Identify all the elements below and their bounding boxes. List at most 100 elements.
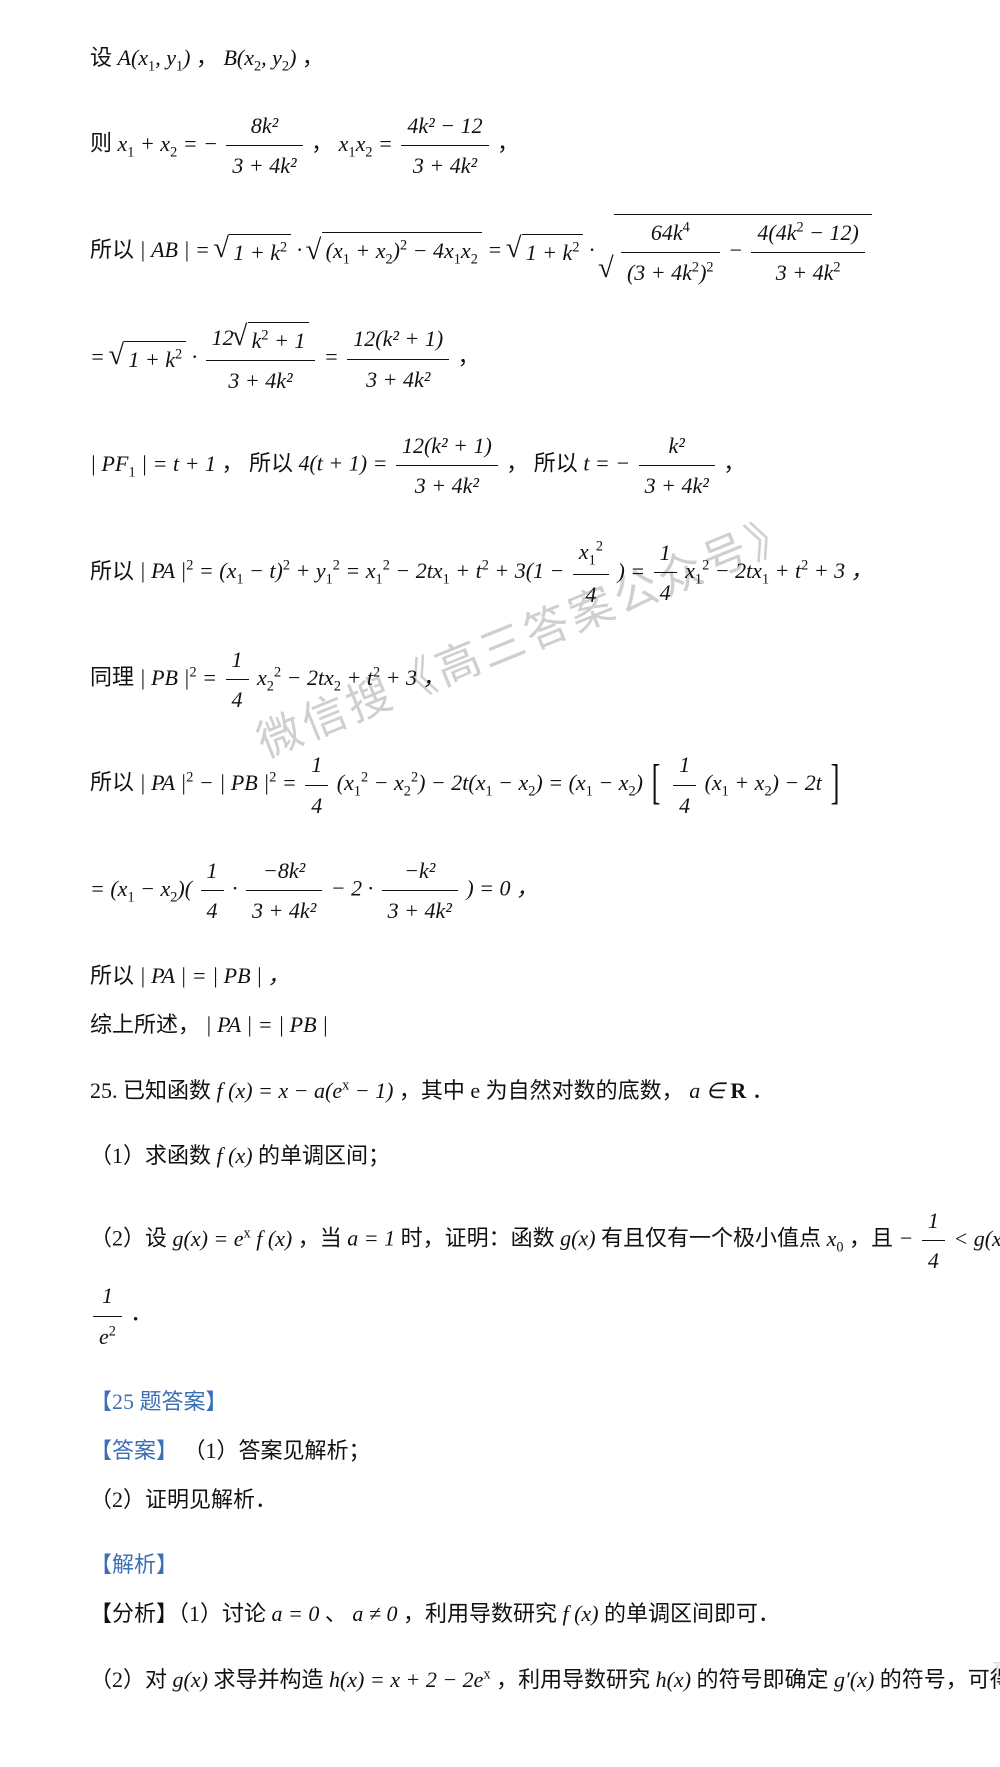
denominator: 4 (660, 580, 671, 605)
fraction: 4k² − 12 3 + 4k² (401, 108, 488, 183)
text: 的单调区间； (258, 1143, 390, 1168)
text: 综上所述， (90, 1012, 200, 1037)
text: ， 所以 (506, 451, 583, 476)
expr: | PA |2 − | PB |2 = (140, 770, 303, 795)
text: ， (458, 344, 480, 369)
text: ， (311, 131, 339, 156)
expr: A(x1, y1) (118, 45, 191, 70)
numerator: 1 (311, 752, 322, 777)
math-line: 所以 | AB | = 1 + k2 · (x1 + x2)2 − 4x1x2 … (90, 214, 1000, 290)
denominator: 3 + 4k² (366, 367, 430, 392)
expr: h(x) = x + 2 − 2ex (329, 1667, 491, 1692)
math-line: 综上所述， | PA | = | PB | (90, 1007, 1000, 1042)
dot: · (232, 876, 243, 901)
fraction: 1 4 (673, 747, 696, 822)
text: （2）对 (90, 1667, 173, 1692)
text: 时，证明：函数 (401, 1226, 561, 1251)
expr: | PA | = | PB | (206, 1012, 329, 1037)
numerator: 64k4 (651, 220, 690, 245)
denominator: 3 + 4k² (228, 368, 292, 393)
text: 求导并构造 (213, 1667, 329, 1692)
sqrt: 64k4 (3 + 4k2)2 − 4(4k2 − 12) 3 + 4k2 (600, 214, 872, 290)
text: 所以 (90, 770, 140, 795)
fraction: 12(k² + 1) 3 + 4k² (396, 428, 498, 503)
expr: g(x) (560, 1226, 595, 1251)
numerator: 8k² (251, 113, 278, 138)
dot: · (192, 344, 203, 369)
denominator: 4 (679, 793, 690, 818)
text: 已知函数 (123, 1078, 217, 1103)
denominator: 4 (232, 687, 243, 712)
expr: f (x) (217, 1143, 253, 1168)
answer-line: 【答案】 （1）答案见解析； (90, 1433, 1000, 1468)
numerator: 1 (232, 647, 243, 672)
expr: ) = 0 ， (466, 876, 538, 901)
expr: | PF1 | = t + 1 (90, 451, 216, 476)
text: ． (752, 1078, 774, 1103)
fraction: −k² 3 + 4k² (382, 853, 458, 928)
text: 所以 (90, 237, 140, 262)
fraction: 1 4 (654, 535, 677, 610)
explain-line: 【分析】（1）讨论 a = 0 、 a ≠ 0 ，利用导数研究 f (x) 的单… (90, 1596, 1000, 1631)
text: ， (723, 451, 745, 476)
eq: = (324, 344, 344, 369)
text: ， (302, 45, 324, 70)
math-line: 设 A(x1, y1) ， B(x2, y2) ， (90, 40, 1000, 78)
text: ，当 (298, 1226, 348, 1251)
text: ． (130, 1301, 152, 1326)
denominator: 4 (585, 582, 596, 607)
math-line: = (x1 − x2)( 1 4 · −8k² 3 + 4k² − 2 · −k… (90, 853, 1000, 928)
expr: − (899, 1226, 914, 1251)
numerator: 4k² − 12 (407, 113, 482, 138)
numerator: 1 (679, 752, 690, 777)
expr: < g(x0) < − (953, 1226, 1000, 1251)
expr: a ≠ 0 (352, 1601, 397, 1626)
text: ， (497, 131, 519, 156)
denominator: 4 (928, 1248, 939, 1273)
label: 【答案】 (90, 1438, 178, 1463)
text: 有且仅有一个极小值点 (601, 1226, 827, 1251)
denominator: 3 + 4k² (388, 898, 452, 923)
question-25-part1: （1）求函数 f (x) 的单调区间； (90, 1138, 1000, 1173)
question-25: 25. 已知函数 f (x) = x − a(ex − 1) ，其中 e 为自然… (90, 1073, 1000, 1108)
numerator: 1 (660, 540, 671, 565)
denominator: 4 (207, 898, 218, 923)
math-line: 同理 | PB |2 = 1 4 x22 − 2tx2 + t2 + 3 ， (90, 642, 1000, 717)
math-line: | PF1 | = t + 1 ， 所以 4(t + 1) = 12(k² + … (90, 428, 1000, 503)
numerator: 1 (207, 858, 218, 883)
expr: | AB | = (140, 237, 216, 262)
text: （1）求函数 (90, 1143, 217, 1168)
text: ， 所以 (221, 451, 298, 476)
text: 的符号，可得 (880, 1667, 1000, 1692)
expr: = (x1 − x2)( (90, 876, 192, 901)
fraction: x12 4 (573, 534, 609, 612)
numerator: −k² (404, 858, 435, 883)
page-content: 设 A(x1, y1) ， B(x2, y2) ， 则 x1 + x2 = − … (90, 40, 1000, 1697)
expr: f (x) = x − a(ex − 1) (217, 1078, 394, 1103)
eq: = (487, 237, 507, 262)
right-bracket-icon: ] (831, 761, 840, 805)
expr: g(x) = ex f (x) (173, 1226, 293, 1251)
fraction: −8k² 3 + 4k² (246, 853, 322, 928)
expr: | PA |2 = (x1 − t)2 + y12 = x12 − 2tx1 +… (140, 558, 570, 583)
text: 所以 (90, 558, 140, 583)
text: 设 (90, 45, 118, 70)
q-number: 25. (90, 1078, 118, 1103)
answer-heading: 【25 题答案】 (90, 1384, 1000, 1419)
numerator: x12 (579, 539, 603, 564)
expr: x22 − 2tx2 + t2 + 3 ， (257, 665, 444, 690)
expr: a = 0 (272, 1601, 320, 1626)
numerator: k² (669, 433, 685, 458)
expr: | PB |2 = (140, 665, 223, 690)
explain-line: （2）对 g(x) 求导并构造 h(x) = x + 2 − 2ex ，利用导数… (90, 1662, 1000, 1697)
text: （2）设 (90, 1226, 173, 1251)
text: 【分析】（1）讨论 (90, 1601, 272, 1626)
math-line: 则 x1 + x2 = − 8k² 3 + 4k² ， x1x2 = 4k² −… (90, 108, 1000, 183)
eq: = (90, 344, 110, 369)
fraction: k² 3 + 4k² (639, 428, 715, 503)
text: 的符号即确定 (697, 1667, 835, 1692)
numerator: −8k² (263, 858, 305, 883)
sqrt: 1 + k2 (215, 234, 291, 270)
text: 则 (90, 131, 118, 156)
fraction: 12(k² + 1) 3 + 4k² (347, 321, 449, 396)
